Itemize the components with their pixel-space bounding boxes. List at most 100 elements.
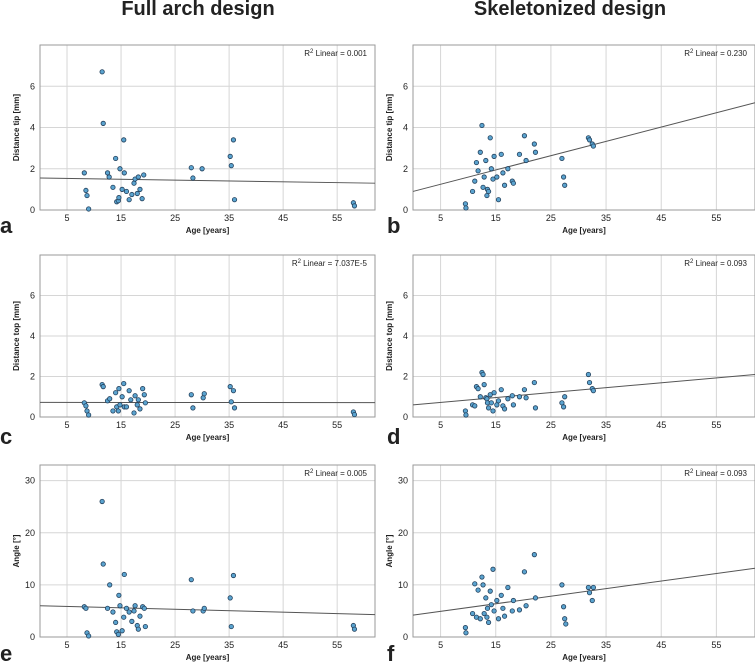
data-point [498, 151, 504, 157]
data-point [132, 603, 138, 609]
x-tick-label: 35 [224, 420, 234, 430]
data-point [483, 157, 489, 164]
data-point [121, 137, 127, 143]
r2-annotation: R2 Linear = 0.093 [684, 469, 747, 478]
data-point [141, 605, 147, 611]
y-tick-label: 6 [30, 81, 35, 91]
data-point [141, 392, 147, 398]
panel-a: 5 15 25 35 45 55 0 2 4 6 Age [years] Distance tip [… [0, 44, 376, 238]
data-point [86, 412, 92, 418]
panel-c: 5 15 25 35 45 55 0 2 4 6 Age [years] Distance top [… [0, 254, 376, 449]
x-tick-label: 25 [170, 213, 180, 223]
data-point [131, 410, 137, 416]
data-point [230, 572, 237, 579]
y-tick-label: 6 [30, 291, 35, 301]
data-point [484, 605, 491, 611]
data-point [351, 411, 358, 418]
panel-e: 5 15 25 35 45 55 0 10 20 30 Age [years] Angle [°] R2… [0, 464, 376, 663]
data-point [562, 182, 568, 188]
data-point [586, 137, 593, 143]
data-point [472, 403, 478, 409]
x-tick-label: 45 [656, 640, 666, 650]
y-tick-label: 10 [25, 580, 35, 590]
data-point [113, 619, 119, 626]
data-point [117, 402, 123, 408]
data-point [137, 406, 143, 412]
y-axis-label: Angle [°] [385, 534, 394, 567]
data-point [590, 584, 596, 591]
data-point [188, 392, 194, 398]
plot-frame [412, 44, 755, 211]
data-point [188, 165, 194, 171]
x-tick-label: 55 [711, 420, 721, 430]
data-point [110, 408, 116, 414]
x-axis-label: Age [years] [562, 226, 606, 235]
x-tick-label: 25 [170, 420, 180, 430]
data-point [116, 195, 122, 201]
data-point [86, 206, 92, 212]
data-point [86, 633, 92, 639]
regression-line [39, 605, 376, 616]
data-point [559, 582, 565, 588]
data-point [126, 609, 132, 615]
data-point [562, 394, 568, 400]
data-point [491, 390, 497, 396]
data-point [531, 379, 537, 386]
data-point [560, 604, 567, 610]
data-point [532, 595, 539, 601]
panel-letter: d [387, 424, 400, 449]
x-tick-label: 45 [278, 640, 288, 650]
y-tick-label: 2 [30, 164, 35, 174]
data-point [531, 141, 537, 147]
data-point [487, 588, 493, 594]
data-point [498, 387, 504, 393]
plot-frame [412, 254, 755, 418]
data-point [201, 605, 207, 611]
x-tick-label: 15 [491, 420, 501, 430]
data-point [532, 405, 539, 411]
data-point [495, 616, 502, 622]
x-axis-label: Age [years] [186, 653, 230, 662]
data-point [141, 172, 147, 178]
data-point [531, 552, 537, 558]
column-title-skeletonized: Skeletonized design [474, 0, 666, 20]
data-point [231, 405, 238, 411]
x-axis-label: Age [years] [186, 226, 230, 235]
data-point [491, 153, 497, 159]
y-tick-label: 0 [403, 412, 408, 422]
data-point [463, 630, 469, 636]
data-point [473, 159, 480, 166]
panel-letter: c [0, 424, 12, 449]
data-point [509, 608, 515, 614]
data-point [495, 197, 502, 203]
data-point [227, 153, 233, 159]
data-point [480, 582, 486, 588]
data-point [463, 205, 469, 211]
x-tick-label: 45 [278, 420, 288, 430]
data-point [523, 395, 529, 401]
x-tick-label: 35 [224, 213, 234, 223]
data-point [505, 166, 511, 172]
y-tick-label: 0 [403, 205, 408, 215]
data-point [228, 623, 234, 630]
data-point [469, 610, 476, 617]
data-point [494, 597, 500, 604]
data-point [83, 403, 89, 409]
x-tick-label: 5 [438, 213, 443, 223]
data-point [131, 180, 137, 186]
data-point [481, 381, 487, 388]
y-tick-label: 4 [403, 123, 408, 133]
data-point [532, 149, 539, 155]
data-point [227, 595, 233, 601]
data-point [490, 408, 496, 414]
data-point [117, 166, 123, 172]
data-point [523, 603, 529, 609]
data-point [134, 402, 140, 408]
data-point [490, 566, 496, 572]
data-point [463, 412, 469, 418]
data-point [498, 592, 504, 598]
data-point [488, 166, 494, 172]
data-point [113, 390, 119, 396]
data-point [100, 384, 106, 390]
data-point [119, 394, 125, 400]
